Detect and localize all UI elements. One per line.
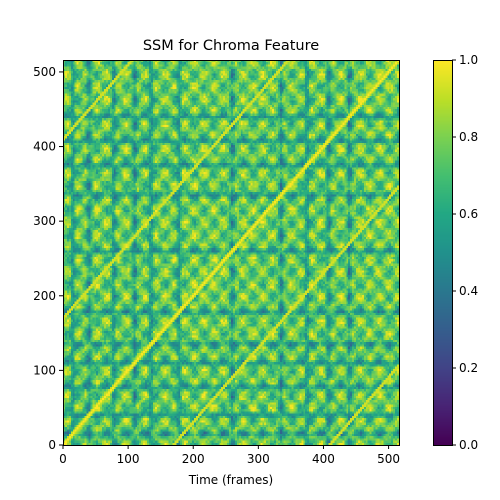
- y-tick-label: 300: [33, 214, 56, 228]
- y-tick-label: 500: [33, 65, 56, 79]
- x-tick-label: 300: [247, 452, 270, 466]
- x-tick-label: 0: [59, 452, 67, 466]
- y-tick-label: 400: [33, 140, 56, 154]
- ssm-heatmap: [63, 60, 399, 445]
- colorbar-tick-label: 0.8: [459, 130, 478, 144]
- x-tick-label: 100: [117, 452, 140, 466]
- colorbar-gradient: [433, 60, 452, 445]
- y-tick-label: 200: [33, 289, 56, 303]
- y-tick-label: 100: [33, 363, 56, 377]
- chart-title: SSM for Chroma Feature: [142, 38, 320, 54]
- colorbar-tick-label: 0.4: [459, 284, 478, 298]
- x-tick-label: 400: [312, 452, 335, 466]
- colorbar-tick-label: 0.6: [459, 207, 478, 221]
- colorbar-tick-label: 1.0: [459, 53, 478, 67]
- colorbar-tick-label: 0.0: [459, 438, 478, 452]
- colorbar-tick-label: 0.2: [459, 361, 478, 375]
- y-tick-label: 0: [48, 438, 56, 452]
- x-tick-label: 500: [377, 452, 400, 466]
- x-axis-label: Time (frames): [188, 473, 274, 487]
- x-tick-label: 200: [182, 452, 205, 466]
